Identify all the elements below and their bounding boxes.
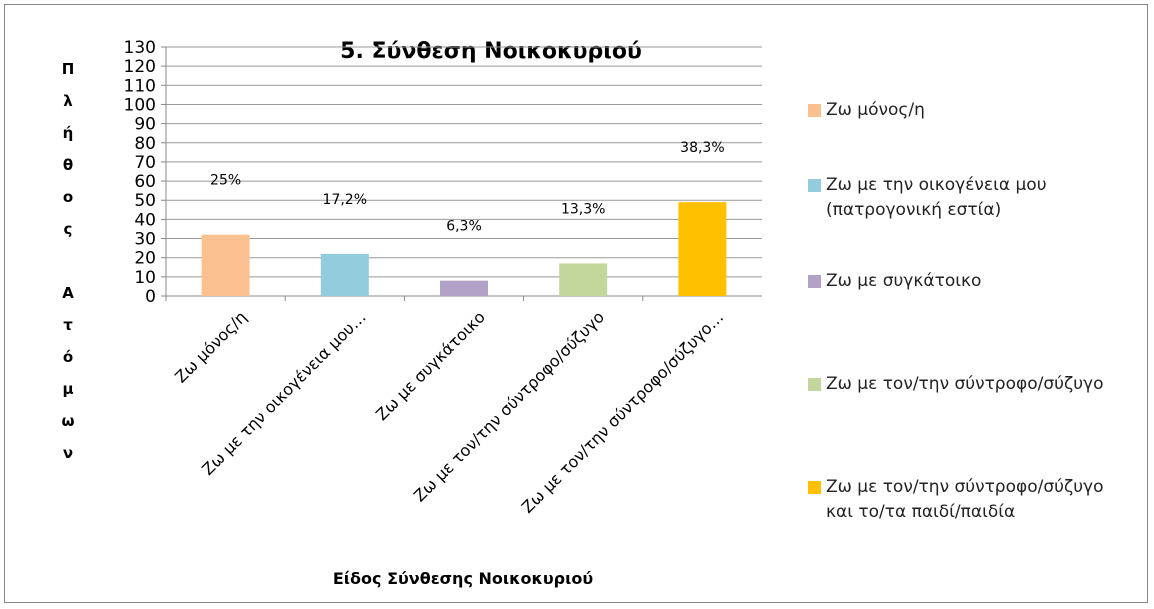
legend-item: Ζω με συγκάτοικο: [808, 269, 1128, 294]
y-tick-label: 100: [124, 95, 156, 115]
legend-label: Ζω με τον/την σύντροφο/σύζυγο και το/τα …: [826, 477, 1104, 522]
legend-swatch: [808, 104, 821, 117]
data-label: 38,3%: [680, 140, 724, 156]
legend-item: Ζω μόνος/η: [808, 98, 1128, 123]
y-tick-label: 70: [134, 153, 156, 173]
legend-item: Ζω με τον/την σύντροφο/σύζυγο και το/τα …: [808, 475, 1128, 525]
legend-swatch: [808, 275, 821, 288]
y-tick-label: 0: [145, 287, 156, 307]
y-tick-label: 90: [134, 115, 156, 135]
chart-title: 5. Σύνθεση Νοικοκυριού: [340, 39, 642, 64]
bar: [320, 253, 369, 296]
legend-label: Ζω με την οικογένεια μου (πατρογονική εσ…: [826, 175, 1047, 220]
legend-label: Ζω με τον/την σύντροφο/σύζυγο: [826, 374, 1104, 394]
y-tick-label: 60: [134, 172, 156, 192]
x-tick-label: Ζω μόνος/η: [171, 307, 250, 386]
y-tick-label: 80: [134, 134, 156, 154]
legend-item: Ζω με την οικογένεια μου (πατρογονική εσ…: [808, 173, 1128, 223]
legend-swatch: [808, 179, 821, 192]
data-label: 6,3%: [446, 219, 482, 235]
x-tick-label: Ζω με τον/την σύντροφο/σύζυγο…: [518, 307, 727, 516]
y-tick-label: 110: [124, 76, 156, 96]
legend-label: Ζω με συγκάτοικο: [826, 271, 982, 291]
frame: [4, 4, 1148, 603]
legend-swatch: [808, 481, 821, 494]
y-tick-label: 50: [134, 191, 156, 211]
data-label: 25%: [210, 173, 241, 189]
y-tick-label: 130: [124, 38, 156, 58]
y-tick-label: 120: [124, 57, 156, 77]
y-tick-label: 30: [134, 230, 156, 250]
bar: [559, 263, 608, 296]
x-tick-label: Ζω με συγκάτοικο: [372, 307, 489, 424]
y-axis-label: Πλήθος Ατόμων: [59, 60, 77, 476]
legend-swatch: [808, 378, 821, 391]
legend-item: Ζω με τον/την σύντροφο/σύζυγο: [808, 372, 1128, 397]
legend-label: Ζω μόνος/η: [826, 100, 925, 120]
data-label: 17,2%: [323, 192, 367, 208]
y-tick-label: 40: [134, 210, 156, 230]
bar: [201, 234, 250, 296]
bar: [440, 280, 488, 296]
data-label: 13,3%: [561, 201, 605, 217]
y-tick-label: 20: [134, 249, 156, 269]
y-tick-label: 10: [134, 268, 156, 288]
x-axis-label: Είδος Σύνθεσης Νοικοκυριού: [333, 569, 593, 588]
x-tick-label: Ζω με τον/την σύντροφο/σύζυγο: [410, 307, 608, 505]
bar: [678, 202, 727, 296]
